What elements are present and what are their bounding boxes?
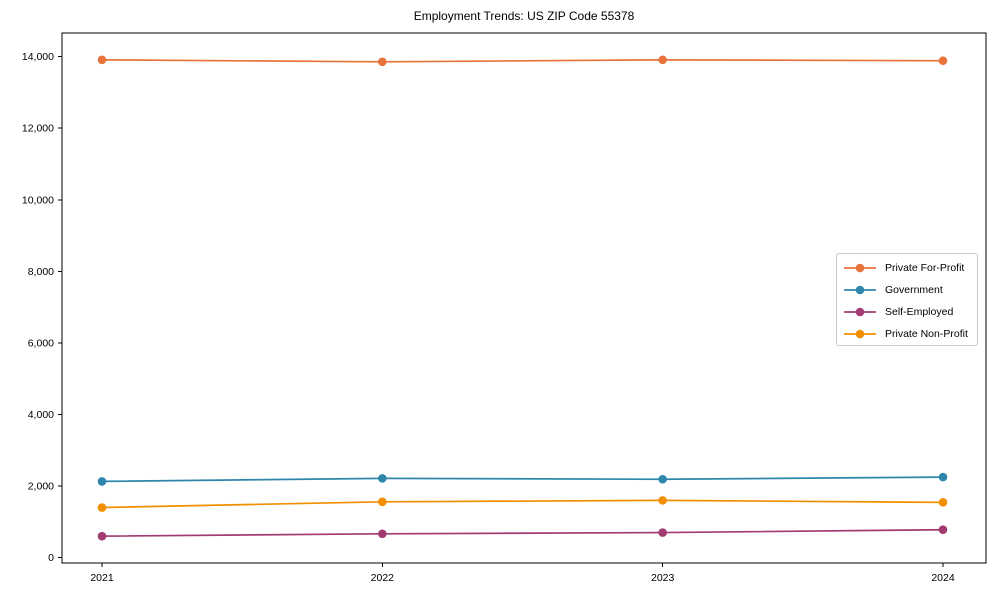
data-point	[97, 503, 107, 512]
x-tick-label: 2023	[651, 572, 675, 584]
y-tick-label: 6,000	[28, 337, 54, 349]
data-point	[97, 531, 107, 541]
y-tick-label: 2,000	[28, 481, 54, 493]
y-tick-label: 14,000	[22, 51, 54, 63]
axes-frame	[61, 32, 987, 564]
series-line-private-for-profit	[101, 58, 944, 63]
series-line-self-employed	[101, 528, 944, 538]
legend-item: Private Non-Profit	[844, 323, 977, 345]
legend-item: Government	[844, 279, 977, 301]
data-point	[658, 474, 667, 484]
legend-line-marker-icon	[844, 306, 876, 318]
data-point	[378, 529, 387, 539]
data-point	[97, 477, 107, 486]
legend-line-marker-icon	[844, 284, 876, 296]
data-point	[97, 55, 107, 65]
legend-line-marker-icon	[844, 328, 876, 340]
data-point	[378, 474, 387, 483]
data-point	[938, 56, 948, 66]
data-point	[378, 57, 387, 67]
legend-sample-dot	[855, 263, 865, 273]
y-tick-label: 4,000	[28, 409, 54, 421]
legend-label: Private Non-Profit	[885, 328, 968, 340]
data-point	[938, 472, 948, 482]
y-tick-label: 10,000	[22, 194, 54, 206]
data-point	[378, 497, 387, 507]
legend-label: Private For-Profit	[885, 262, 965, 274]
legend-item: Self-Employed	[844, 301, 977, 323]
data-point	[938, 498, 948, 507]
y-tick-label: 12,000	[22, 123, 54, 135]
legend-sample-dot	[855, 329, 865, 339]
chart-title: Employment Trends: US ZIP Code 55378	[413, 9, 635, 23]
legend: Private For-Profit Government Self-Employe…	[836, 253, 978, 346]
data-point	[658, 55, 667, 65]
legend-sample-dot	[855, 307, 865, 317]
series-line-private-non-profit	[101, 499, 944, 509]
legend-sample-dot	[855, 285, 865, 295]
y-tick-label: 0	[48, 552, 54, 564]
data-point	[658, 528, 667, 537]
series-line-government	[101, 476, 944, 483]
legend-label: Self-Employed	[885, 306, 954, 318]
legend-line-marker-icon	[844, 262, 876, 274]
legend-item: Private For-Profit	[844, 257, 977, 279]
legend-label: Government	[885, 284, 943, 296]
y-tick-label: 8,000	[28, 266, 54, 278]
x-tick-label: 2022	[371, 572, 395, 584]
x-tick-label: 2024	[931, 572, 955, 584]
x-tick-label: 2021	[90, 572, 114, 584]
data-point	[938, 525, 948, 535]
data-point	[658, 496, 667, 505]
